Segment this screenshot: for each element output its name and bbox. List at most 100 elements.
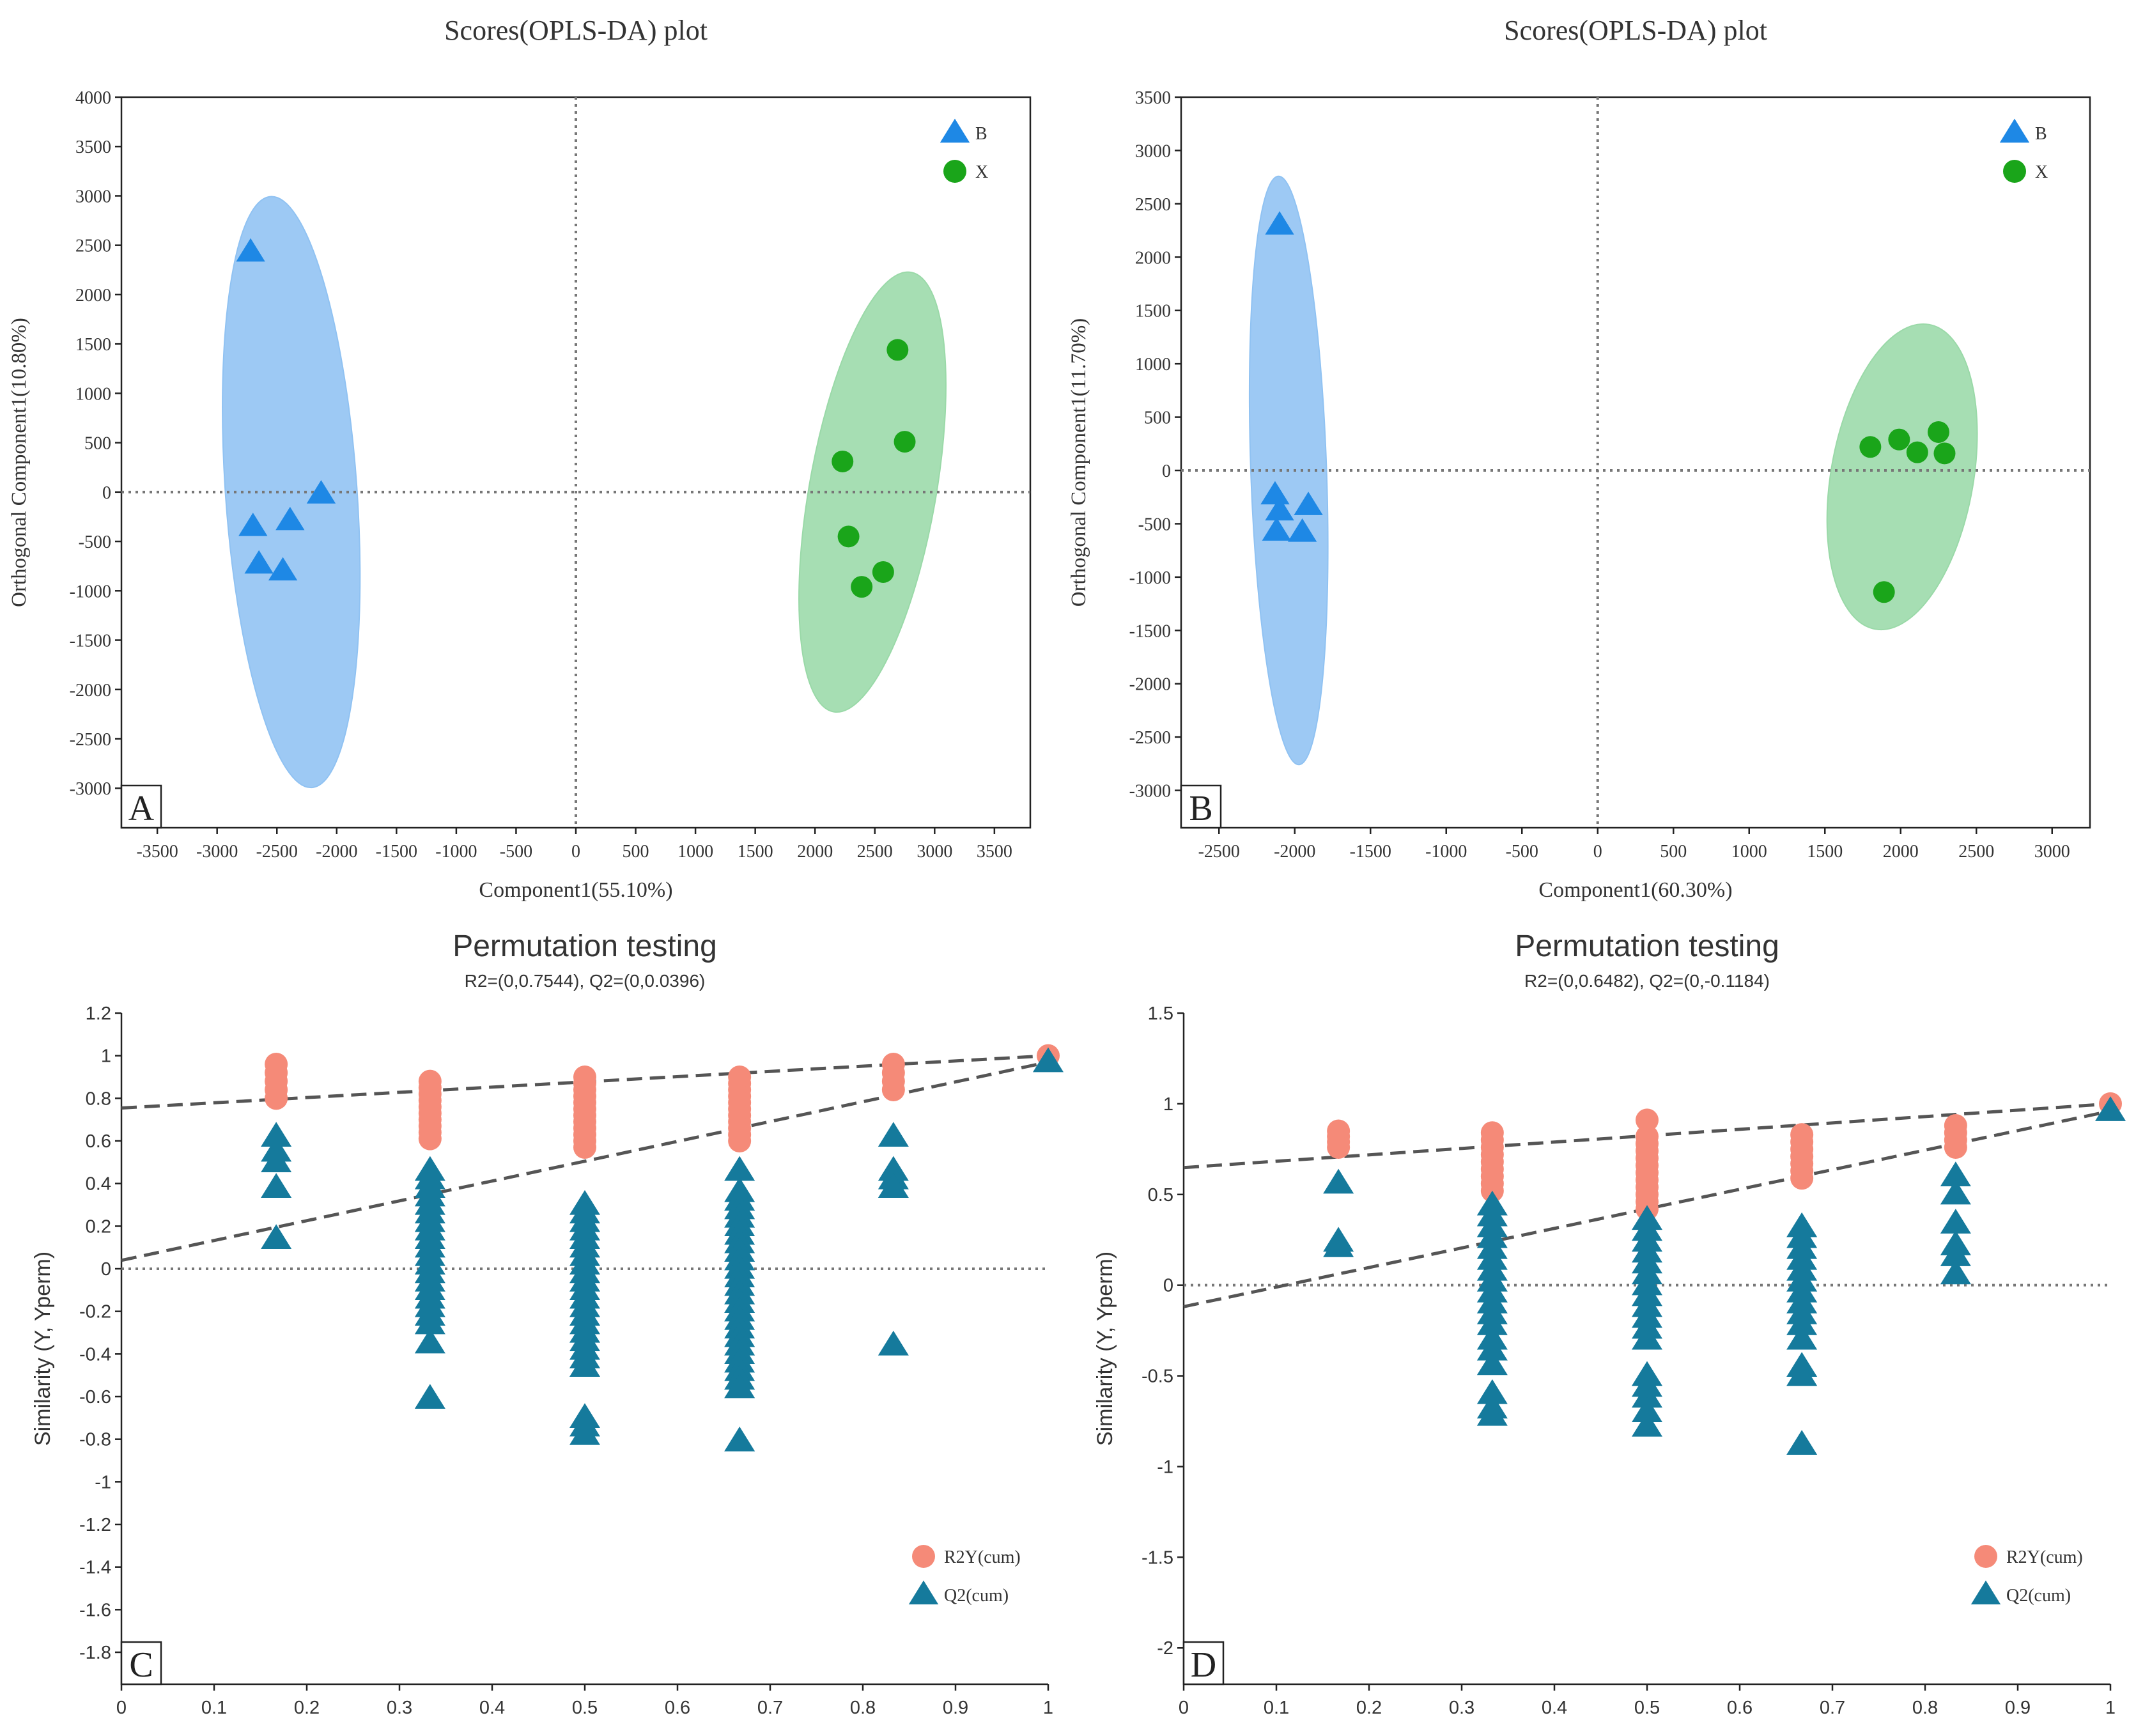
- data-point-circle: [1636, 1108, 1659, 1132]
- x-tick-label: 2000: [1883, 842, 1919, 862]
- panel-label-box: [1180, 784, 1222, 829]
- legend-label: Q2(cum): [2006, 1586, 2071, 1606]
- x-tick-label: 0.7: [1820, 1698, 1845, 1718]
- panel-label-box: [1182, 1641, 1225, 1686]
- legend: R2Y(cum) Q2(cum): [1970, 1545, 2083, 1606]
- x-tick-label: 0.4: [1542, 1698, 1567, 1718]
- x-tick-label: 1: [1043, 1698, 1053, 1718]
- y-tick-label: 1: [101, 1046, 111, 1067]
- y-tick-label: -3000: [70, 779, 111, 799]
- data-point-triangle: [1940, 1209, 1971, 1234]
- y-tick-label: 0.2: [86, 1216, 111, 1237]
- y-tick-label: 2000: [75, 286, 111, 306]
- data-point-circle: [265, 1087, 288, 1110]
- legend-label: X: [2035, 162, 2048, 182]
- y-tick-label: -1.8: [79, 1643, 111, 1663]
- y-tick-label: -1.4: [79, 1558, 111, 1578]
- x-tick-label: -1000: [435, 842, 477, 862]
- x-tick-label: 0.5: [572, 1698, 598, 1718]
- data-point-triangle: [878, 1122, 909, 1147]
- legend-marker-triangle: [1999, 118, 2030, 143]
- data-point-triangle: [1786, 1430, 1818, 1455]
- data-point-triangle: [1287, 518, 1317, 542]
- data-point-circle: [872, 561, 894, 583]
- data-point-circle: [1327, 1136, 1350, 1159]
- data-point-triangle: [414, 1384, 445, 1409]
- x-tick-label: 1000: [677, 842, 713, 862]
- chart-title: Scores(OPLS-DA) plot: [1504, 15, 1767, 46]
- data-point-triangle: [1476, 1335, 1508, 1361]
- y-tick-label: 0.6: [86, 1131, 111, 1152]
- y-tick-label: -0.2: [79, 1302, 111, 1322]
- x-tick-label: 2500: [857, 842, 893, 862]
- x-tick-label: 0.2: [294, 1698, 320, 1718]
- y-tick-label: -1: [95, 1472, 111, 1492]
- data-point-triangle: [414, 1309, 445, 1335]
- x-tick-label: 500: [1660, 842, 1687, 862]
- x-tick-label: 0.9: [2005, 1698, 2031, 1718]
- data-point-circle: [837, 525, 860, 548]
- data-point-triangle: [878, 1173, 909, 1198]
- data-point-circle: [418, 1127, 442, 1151]
- x-tick-label: -2000: [316, 842, 357, 862]
- confidence-ellipse-x: [1826, 323, 1978, 631]
- legend-label: B: [2035, 124, 2047, 144]
- data-point-triangle: [1786, 1324, 1818, 1350]
- y-tick-label: 0.4: [86, 1174, 111, 1195]
- x-tick-label: 0: [116, 1698, 127, 1718]
- y-tick-label: 2500: [1135, 195, 1171, 215]
- x-tick-label: -2500: [1198, 842, 1240, 862]
- x-tick-label: 1000: [1731, 842, 1767, 862]
- x-axis-label: Component1(60.30%): [1538, 878, 1732, 902]
- y-tick-label: -1.5: [1142, 1547, 1173, 1568]
- y-tick-label: -0.4: [79, 1344, 111, 1365]
- x-tick-label: 3500: [977, 842, 1012, 862]
- data-point-triangle: [1032, 1047, 1064, 1073]
- data-point-circle: [886, 339, 909, 361]
- legend-marker-triangle: [1970, 1580, 2001, 1605]
- confidence-ellipse-x: [798, 271, 947, 713]
- data-point-triangle: [261, 1122, 292, 1147]
- legend-label: R2Y(cum): [944, 1547, 1021, 1567]
- data-point-circle: [1933, 442, 1956, 465]
- data-point-triangle: [569, 1420, 601, 1445]
- y-tick-label: 3000: [75, 187, 111, 206]
- x-tick-label: -1500: [1350, 842, 1391, 862]
- data-point-circle: [1790, 1166, 1814, 1190]
- y-tick-label: 1.5: [1148, 1004, 1173, 1024]
- x-axis-label: Component1(55.10%): [479, 878, 672, 902]
- data-point-triangle: [261, 1173, 292, 1198]
- data-point-circle: [1944, 1136, 1967, 1159]
- panel-a: Scores(OPLS-DA) plot 4000 3500 3000 2500 2000…: [8, 15, 1032, 902]
- y-tick-label: 500: [1144, 408, 1171, 428]
- data-point-triangle: [1262, 517, 1291, 541]
- data-point-triangle: [878, 1330, 909, 1356]
- y-tick-label: -2000: [70, 681, 111, 701]
- panel-label: A: [128, 789, 155, 828]
- x-tick-label: 1500: [738, 842, 773, 862]
- x-tick-label: 0.9: [943, 1698, 968, 1718]
- panel-label: C: [129, 1645, 153, 1685]
- panels-root: Scores(OPLS-DA) plot 4000 3500 3000 2500 2000…: [8, 15, 2126, 1718]
- y-tick-label: -1000: [70, 582, 111, 601]
- data-point-triangle: [724, 1156, 755, 1181]
- legend-marker-triangle: [940, 118, 970, 143]
- data-point-triangle: [414, 1328, 445, 1354]
- data-point-triangle: [1476, 1400, 1508, 1426]
- y-tick-label: 0: [101, 1259, 111, 1280]
- data-point-triangle: [1476, 1310, 1508, 1335]
- y-tick-label: -500: [79, 532, 111, 552]
- y-tick-label: 0.5: [1148, 1185, 1173, 1205]
- x-tick-label: 2500: [1958, 842, 1994, 862]
- x-tick-label: 2000: [797, 842, 833, 862]
- panel-label-box: [120, 1641, 162, 1686]
- y-tick-label: 3000: [1135, 141, 1171, 161]
- data-point-triangle: [569, 1352, 601, 1377]
- x-tick-label: 0: [1179, 1698, 1189, 1718]
- x-tick-label: 0.4: [479, 1698, 505, 1718]
- y-axis-label: Similarity (Y, Yperm): [1093, 1252, 1117, 1446]
- data-point-circle: [728, 1129, 752, 1152]
- y-tick-label: 3500: [75, 137, 111, 157]
- y-tick-label: -2000: [1129, 675, 1171, 695]
- y-tick-label: -2: [1157, 1638, 1173, 1659]
